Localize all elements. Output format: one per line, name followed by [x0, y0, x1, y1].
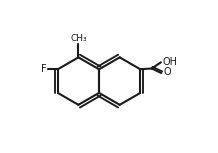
Text: OH: OH	[162, 57, 177, 67]
Text: CH₃: CH₃	[70, 34, 87, 43]
Text: O: O	[164, 67, 171, 77]
Text: F: F	[41, 64, 46, 74]
